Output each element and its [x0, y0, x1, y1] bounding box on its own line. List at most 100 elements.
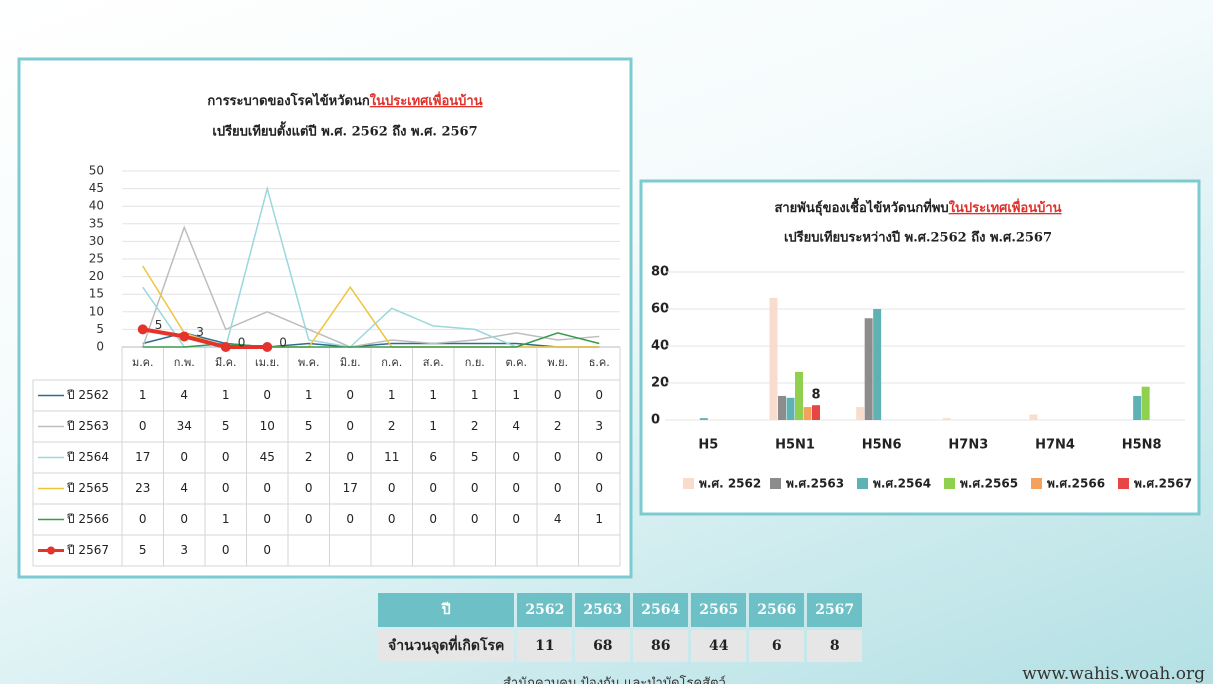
table-cell: 3 [595, 419, 603, 433]
bar [1029, 414, 1038, 420]
y-tick-label: 15 [89, 287, 104, 301]
table-cell: 0 [346, 388, 354, 402]
table-cell: 1 [305, 388, 313, 402]
x-tick-label: ม.ค. [132, 356, 154, 369]
legend-swatch [944, 478, 955, 489]
data-label: 8 [811, 388, 820, 403]
legend-swatch [1118, 478, 1129, 489]
legend-label: พ.ศ.2564 [873, 477, 931, 491]
legend-marker [47, 546, 55, 555]
x-tick-label: พ.ย. [547, 356, 568, 369]
data-cell: 6 [749, 630, 805, 662]
table-cell: 0 [139, 512, 147, 526]
table-cell: 1 [388, 388, 396, 402]
table-cell: 0 [263, 543, 271, 557]
table-cell: 4 [180, 481, 188, 495]
table-cell: 0 [471, 481, 479, 495]
series-line [142, 327, 268, 349]
header-row: ปี 2562 2563 2564 2565 2566 2567 [378, 593, 863, 627]
legend-label: ปี 2563 [66, 419, 109, 433]
legend-swatch [857, 478, 868, 489]
header-cell: 2567 [807, 593, 863, 627]
table-cell: 23 [135, 481, 150, 495]
x-tick-label: H5N6 [862, 438, 902, 453]
point [220, 342, 231, 352]
table-cell: 0 [305, 512, 313, 526]
table-cell: 34 [177, 419, 192, 433]
x-tick-label: H5 [698, 438, 718, 453]
table-cell: 2 [305, 450, 313, 464]
table-cell: 5 [139, 543, 147, 557]
legend-label: พ.ศ.2566 [1047, 477, 1105, 491]
header-cell: ปี [378, 593, 515, 627]
chart-subtitle: เปรียบเทียบระหว่างปี พ.ศ.2562 ถึง พ.ศ.25… [784, 230, 1052, 246]
legend-label: ปี 2562 [66, 388, 109, 402]
title: การระบาดของโรคไข้หวัดนก [207, 92, 369, 109]
table-cell: 1 [429, 419, 437, 433]
table-cell: 0 [595, 450, 603, 464]
y-tick-label: 45 [89, 181, 104, 195]
table-cell: 0 [388, 512, 396, 526]
x-tick-label: H7N3 [948, 438, 988, 453]
table-cell: 0 [180, 512, 188, 526]
x-tick-label: ก.พ. [174, 356, 195, 369]
table-cell: 17 [135, 450, 150, 464]
chart-title: สายพันธุ์ของเชื้อไข้หวัดนกที่พบในประเทศเ… [774, 197, 1061, 216]
table-cell: 0 [222, 481, 230, 495]
header-cell: 2563 [575, 593, 631, 627]
legend-label: พ.ศ. 2562 [699, 477, 761, 491]
table-cell: 45 [260, 450, 275, 464]
legend-swatch [683, 478, 694, 489]
table-cell: 0 [263, 512, 271, 526]
table-cell: 6 [429, 450, 437, 464]
header-cell: 2565 [691, 593, 747, 627]
data-cell: 11 [517, 630, 573, 662]
x-tick-label: ก.ค. [381, 356, 402, 369]
table-cell: 0 [595, 388, 603, 402]
table-cell: 2 [554, 419, 562, 433]
bar [812, 405, 820, 420]
data-cell: 86 [633, 630, 689, 662]
table-cell: 0 [139, 419, 147, 433]
title: สายพันธุ์ของเชื้อไข้หวัดนกที่พบ [774, 197, 948, 216]
agency: สำนักควบคุม ป้องกัน และบำบัดโรคสัตว์ [503, 676, 726, 684]
y-tick-label: 30 [89, 234, 104, 248]
table-cell: 0 [222, 450, 230, 464]
table-cell: 0 [512, 512, 520, 526]
table-cell: 10 [260, 419, 275, 433]
x-tick-label: พ.ค. [298, 356, 320, 369]
summary-table: ปี 2562 2563 2564 2565 2566 2567 จำนวนจุดที่เก… [375, 590, 865, 665]
title-highlight: ในประเทศเพื่อนบ้าน [370, 91, 483, 109]
x-tick-label: H5N8 [1122, 438, 1162, 453]
table-cell: 0 [554, 388, 562, 402]
data-cell: 68 [575, 630, 631, 662]
legend-label: ปี 2566 [66, 512, 109, 526]
table-cell: 1 [222, 388, 230, 402]
table-cell: 0 [305, 481, 313, 495]
x-tick-label: ต.ค. [506, 356, 528, 369]
y-tick-label: 40 [89, 199, 104, 213]
table-cell: 0 [512, 481, 520, 495]
legend-swatch [1031, 478, 1042, 489]
y-tick-label: 10 [89, 304, 104, 318]
x-tick-label: มี.ค. [215, 356, 237, 369]
legend-label: ปี 2564 [66, 450, 109, 464]
x-tick-label: H5N1 [775, 438, 815, 453]
table-cell: 0 [554, 481, 562, 495]
point [137, 324, 148, 335]
legend-label: พ.ศ.2565 [960, 477, 1018, 491]
table-cell: 0 [554, 450, 562, 464]
bar [803, 407, 812, 420]
table-cell: 0 [222, 543, 230, 557]
table-cell: 0 [512, 450, 520, 464]
table-cell: 17 [343, 481, 358, 495]
legend-label: ปี 2565 [66, 481, 109, 495]
chart-subtitle: เปรียบเทียบตั้งแต่ปี พ.ศ. 2562 ถึง พ.ศ. … [212, 121, 477, 140]
y-tick-label: 35 [89, 216, 104, 230]
legend-label: ปี 2567 [66, 543, 109, 557]
table-cell: 0 [180, 450, 188, 464]
table-cell: 0 [346, 450, 354, 464]
table-cell: 1 [512, 388, 520, 402]
chart-panel [17, 57, 633, 579]
